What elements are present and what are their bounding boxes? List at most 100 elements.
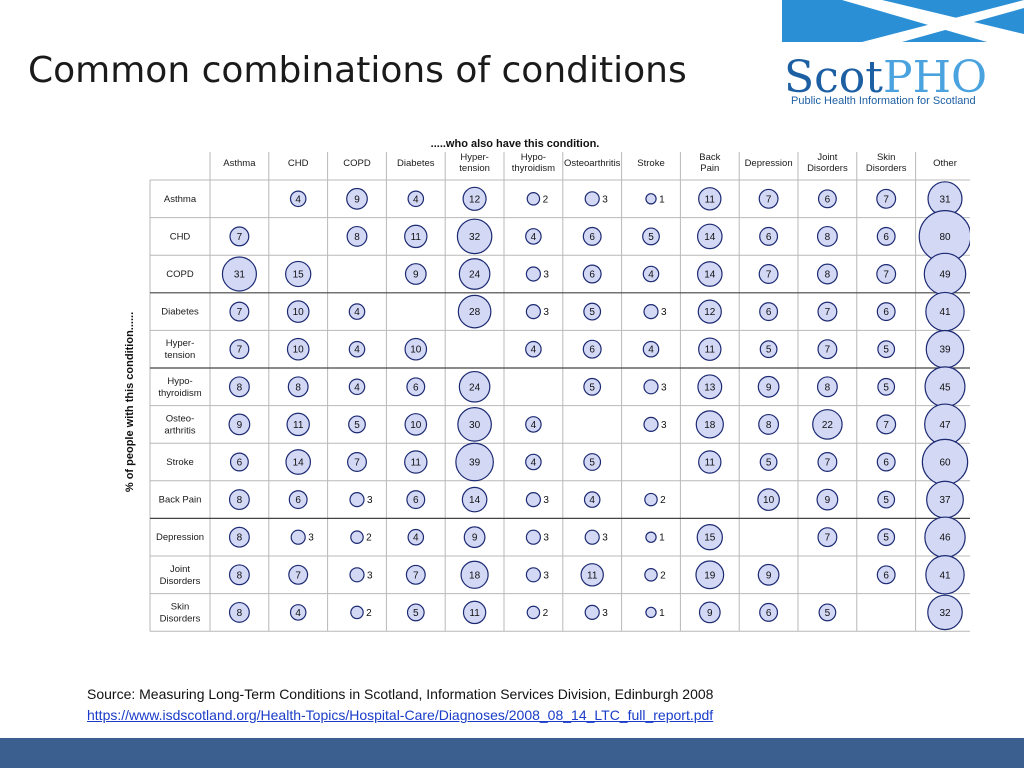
bubble-label: 6 (589, 270, 595, 281)
bubble (698, 337, 722, 361)
bubble-label: 14 (469, 495, 481, 506)
bubble-label: 4 (295, 194, 301, 205)
bubble-label: 3 (308, 533, 314, 544)
bubble (286, 412, 310, 437)
bubble (346, 225, 368, 247)
bubble (817, 189, 837, 209)
bubble-label: 8 (237, 570, 243, 581)
bubble-label: 39 (939, 345, 951, 356)
bubble-label: 6 (413, 495, 419, 506)
row-header: Skin Disorders (160, 601, 201, 624)
column-header: Asthma (223, 158, 256, 169)
bubble-label: 4 (531, 420, 537, 431)
bubble-label: 4 (295, 608, 301, 619)
bubble (346, 187, 368, 210)
row-header: COPD (166, 269, 194, 280)
bubble-label: 4 (354, 382, 360, 393)
bubble-label: 49 (939, 270, 951, 281)
bubble-label: 5 (589, 382, 595, 393)
bubble-label: 28 (469, 307, 481, 318)
bubble (698, 187, 722, 211)
bubble-label: 4 (648, 345, 654, 356)
bubble-label: 15 (293, 270, 305, 281)
bubble (643, 303, 659, 320)
bubble (643, 379, 659, 395)
bubble-label: 3 (661, 382, 667, 393)
bubble-label: 3 (602, 608, 608, 619)
bubble (816, 376, 838, 398)
bubble (525, 416, 542, 433)
bubble-label: 5 (589, 458, 595, 469)
bubble (347, 452, 367, 472)
slide-title: Common combinations of conditions (28, 50, 687, 91)
bubble-label: 7 (237, 232, 243, 243)
bubble (229, 226, 250, 247)
bubble-label: 7 (883, 270, 889, 281)
row-header: Asthma (164, 194, 197, 205)
bubble-label: 7 (825, 533, 831, 544)
bubble (286, 337, 310, 361)
bubble-label: 6 (589, 345, 595, 356)
bubble (584, 529, 600, 545)
bubble-matrix-chart: .....who also have this condition. % of p… (120, 132, 975, 642)
bubble (288, 490, 308, 510)
bubble-label: 11 (411, 232, 422, 243)
bubble-label: 12 (704, 307, 716, 318)
bubble (759, 340, 778, 359)
bubble-label: 7 (413, 570, 419, 581)
bubble-label: 19 (704, 570, 716, 581)
bubble (350, 605, 364, 620)
bubble (221, 256, 257, 292)
bubble-label: 2 (366, 533, 372, 544)
bubble-label: 11 (705, 345, 716, 356)
bubble (525, 340, 542, 358)
bubble (696, 223, 723, 250)
bubble (876, 414, 897, 435)
bubble-label: 4 (531, 458, 537, 469)
bubble-label: 11 (293, 420, 304, 431)
bubble-label: 8 (825, 232, 831, 243)
bubble (350, 530, 364, 544)
bubble (229, 452, 249, 472)
bubble-label: 9 (825, 495, 831, 506)
bubble-label: 8 (825, 270, 831, 281)
bubble (583, 302, 602, 321)
row-title: % of people with this condition...... (124, 312, 136, 492)
bubble-label: 6 (295, 495, 301, 506)
bubble (525, 529, 542, 545)
bubble-label: 6 (883, 458, 889, 469)
bubble (406, 490, 426, 510)
source-link[interactable]: https://www.isdscotland.org/Health-Topic… (87, 707, 714, 723)
bubble-label: 80 (939, 232, 951, 243)
bubble (876, 565, 896, 585)
column-header: COPD (343, 158, 371, 169)
bubble-label: 11 (705, 458, 716, 469)
bubble-label: 8 (354, 232, 360, 243)
bubble-label: 12 (469, 194, 481, 205)
bubble (645, 606, 657, 619)
bubble-label: 7 (883, 194, 889, 205)
bubble-label: 31 (939, 194, 951, 205)
bubble (818, 603, 837, 622)
bubble (759, 602, 779, 622)
bubble-label: 8 (237, 533, 243, 544)
bubble-label: 9 (354, 194, 360, 205)
bubble (877, 340, 896, 359)
bubble (457, 407, 492, 442)
bubble-label: 4 (354, 345, 360, 356)
bubble (645, 531, 657, 543)
bubble (877, 490, 896, 509)
bubble (288, 564, 309, 585)
bubble (817, 527, 838, 548)
bubble (876, 264, 897, 284)
bubble (460, 560, 489, 589)
bubble (228, 413, 251, 436)
bubble (407, 528, 425, 546)
bubble-label: 3 (543, 570, 549, 581)
column-header: Osteoarthritis (564, 158, 621, 169)
bubble-label: 3 (543, 495, 549, 506)
bubble (582, 264, 602, 284)
column-header: Back Pain (699, 152, 720, 174)
bubble (289, 190, 307, 208)
bubble (458, 258, 491, 290)
